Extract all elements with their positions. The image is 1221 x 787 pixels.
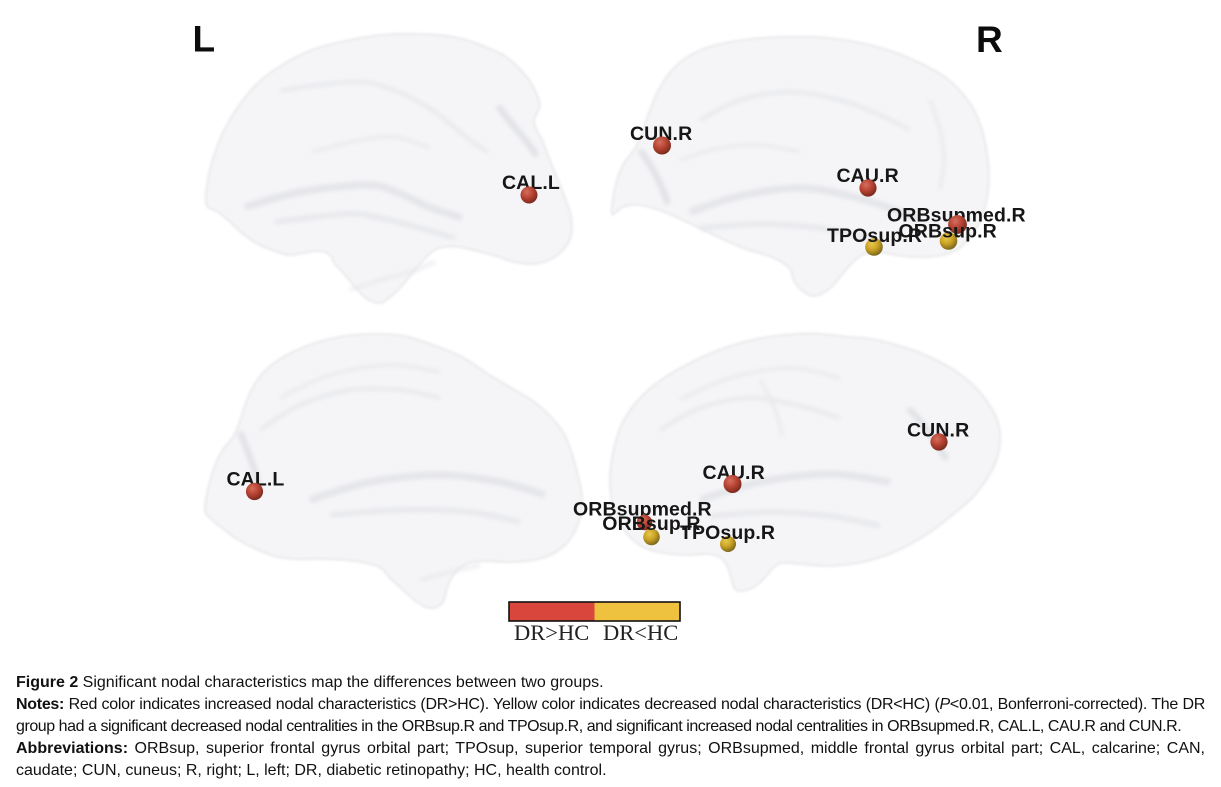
svg-text:CAU.R: CAU.R [837,165,899,187]
svg-text:CAL.L: CAL.L [227,469,285,491]
svg-text:TPOsup.R: TPOsup.R [827,225,922,247]
svg-text:ORBsupmed.R: ORBsupmed.R [573,499,712,521]
svg-text:CUN.R: CUN.R [630,123,692,145]
svg-text:ORBsup.R: ORBsup.R [899,220,997,242]
svg-text:L: L [193,19,216,60]
svg-text:R: R [976,19,1003,60]
svg-text:TPOsup.R: TPOsup.R [680,522,775,544]
svg-text:DR<HC: DR<HC [603,620,678,645]
svg-text:CAU.R: CAU.R [703,462,765,484]
svg-text:CAL.L: CAL.L [502,172,560,194]
svg-text:CUN.R: CUN.R [907,420,969,442]
svg-text:ORBsup.R: ORBsup.R [602,513,700,535]
svg-text:DR>HC: DR>HC [514,620,589,645]
